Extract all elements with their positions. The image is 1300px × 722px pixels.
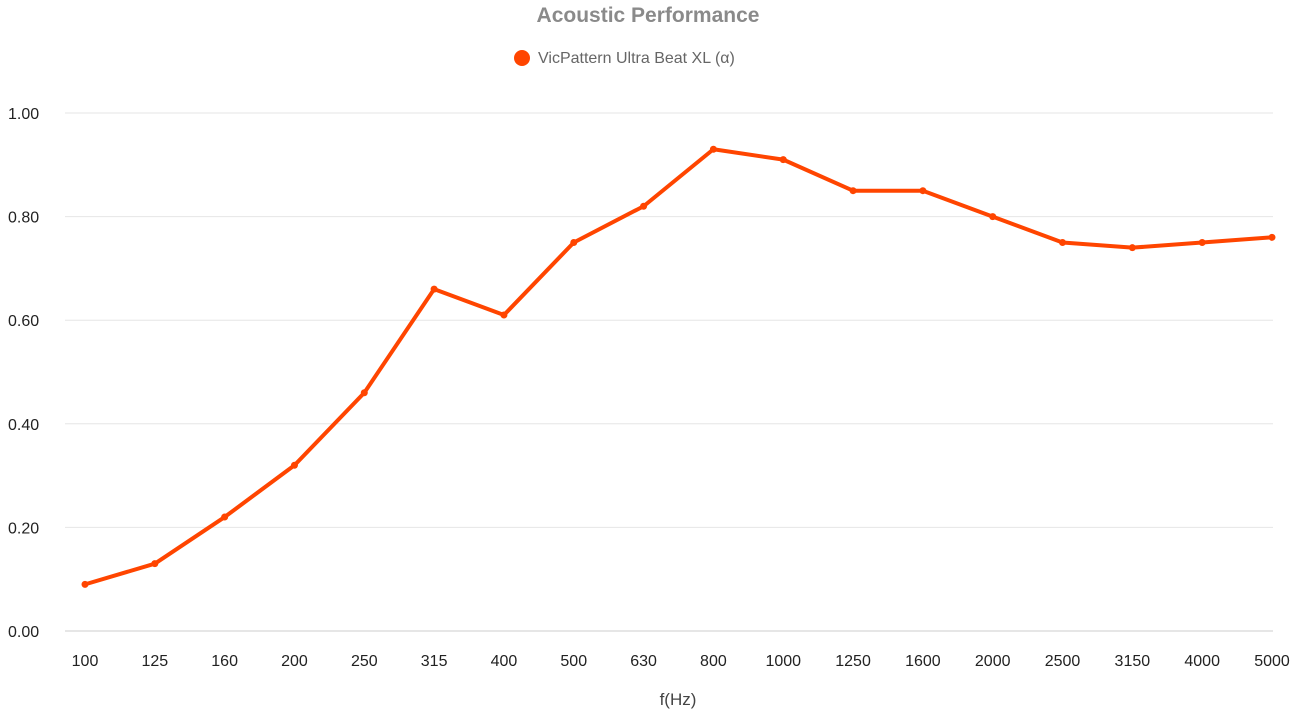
data-point[interactable] xyxy=(1059,239,1067,246)
data-point[interactable] xyxy=(360,389,368,397)
data-point[interactable] xyxy=(640,202,648,210)
legend-label: VicPattern Ultra Beat XL (α) xyxy=(538,50,735,67)
y-tick-label: 0.60 xyxy=(8,313,39,330)
y-tick-label: 0.00 xyxy=(8,624,39,641)
data-point[interactable] xyxy=(1268,233,1276,241)
data-point[interactable] xyxy=(151,560,159,568)
x-tick-label: 1250 xyxy=(835,653,871,670)
x-tick-label: 2000 xyxy=(975,653,1011,670)
y-tick-label: 0.80 xyxy=(8,210,39,227)
x-tick-label: 100 xyxy=(72,653,99,670)
x-tick-label: 1000 xyxy=(765,653,801,670)
x-tick-label: 630 xyxy=(630,653,657,670)
legend-marker xyxy=(514,50,530,66)
x-tick-label: 160 xyxy=(211,653,238,670)
x-tick-label: 3150 xyxy=(1115,653,1151,670)
data-point[interactable] xyxy=(1198,239,1206,246)
data-point[interactable] xyxy=(989,213,997,221)
x-tick-label: 200 xyxy=(281,653,308,670)
data-point[interactable] xyxy=(1128,244,1136,252)
data-point[interactable] xyxy=(919,187,927,195)
data-point[interactable] xyxy=(570,239,578,246)
y-tick-label: 0.20 xyxy=(8,520,39,537)
x-tick-label: 2500 xyxy=(1045,653,1081,670)
data-point[interactable] xyxy=(221,513,229,521)
chart-title: Acoustic Performance xyxy=(537,4,760,27)
y-axis-ticks: 0.00 0.20 0.40 0.60 0.80 1.00 xyxy=(8,106,39,641)
data-point[interactable] xyxy=(81,580,89,588)
series-line xyxy=(83,147,1274,587)
gridlines xyxy=(65,112,1273,632)
data-point[interactable] xyxy=(849,187,857,195)
y-tick-label: 1.00 xyxy=(8,106,39,123)
legend[interactable]: VicPattern Ultra Beat XL (α) xyxy=(514,50,735,67)
series-layer xyxy=(81,145,1276,588)
data-point[interactable] xyxy=(709,145,717,153)
x-tick-label: 5000 xyxy=(1254,653,1290,670)
x-tick-label: 800 xyxy=(700,653,727,670)
x-tick-label: 500 xyxy=(560,653,587,670)
x-tick-label: 4000 xyxy=(1184,653,1220,670)
x-axis-ticks: 100 125 160 200 250 315 400 500 630 800 1000 1250 16… xyxy=(72,653,1290,670)
x-tick-label: 125 xyxy=(141,653,168,670)
x-tick-label: 250 xyxy=(351,653,378,670)
x-tick-label: 1600 xyxy=(905,653,941,670)
y-tick-label: 0.40 xyxy=(8,417,39,434)
data-point[interactable] xyxy=(500,311,508,319)
x-tick-label: 315 xyxy=(421,653,448,670)
x-axis-label: f(Hz) xyxy=(660,690,697,709)
x-tick-label: 400 xyxy=(491,653,518,670)
data-point[interactable] xyxy=(430,285,438,293)
data-point[interactable] xyxy=(779,156,787,164)
data-point[interactable] xyxy=(290,461,298,469)
